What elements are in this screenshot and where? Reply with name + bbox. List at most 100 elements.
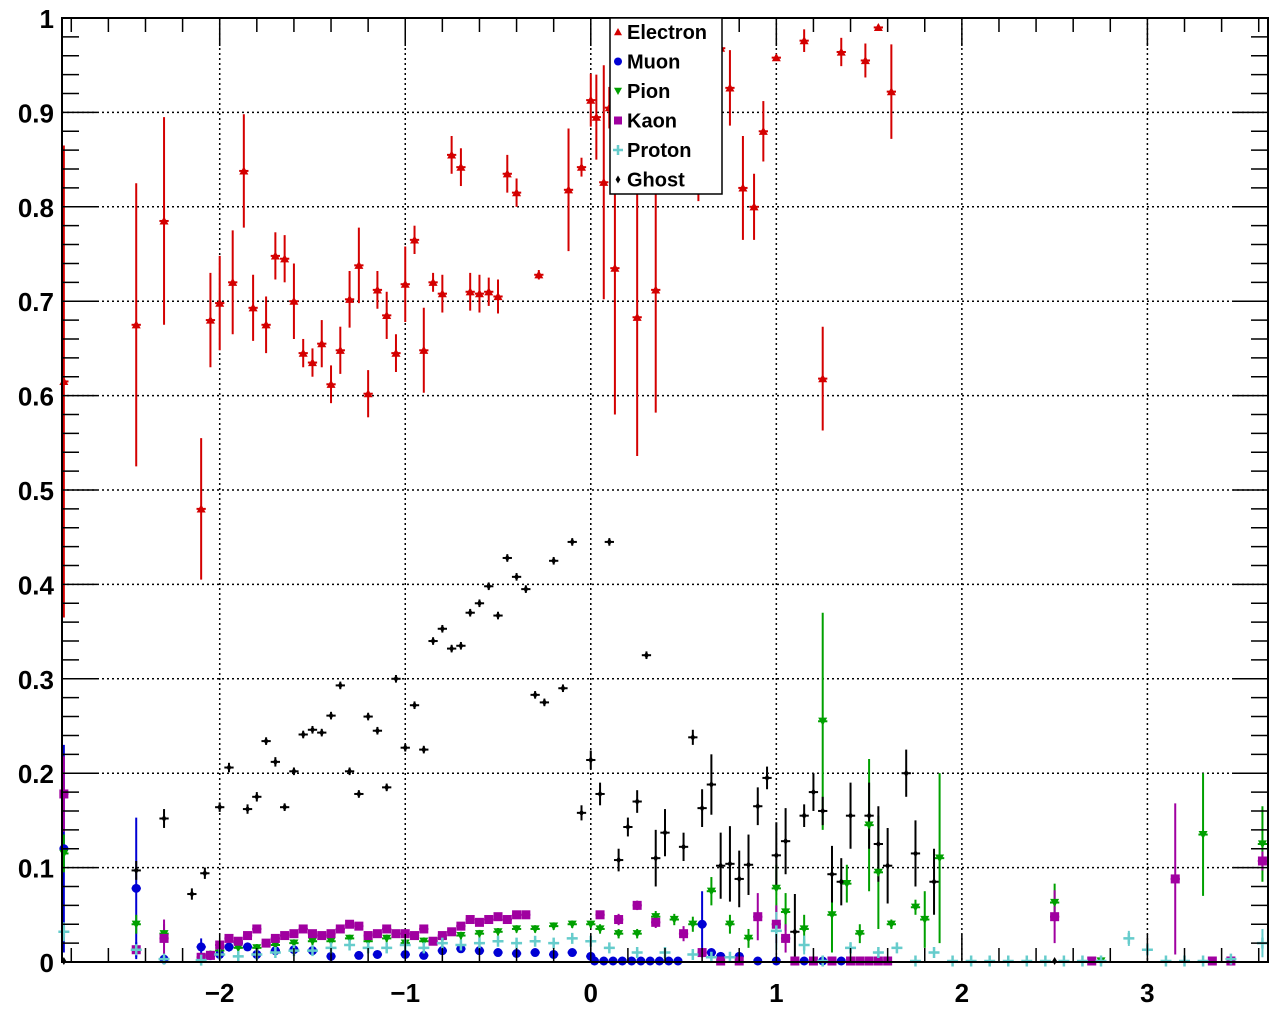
ghost-point [272,757,278,766]
ghost-point [402,743,408,752]
electron-point [437,289,447,298]
y-tick-label: 0.9 [18,98,54,128]
electron-point [326,379,336,388]
ghost-point [792,927,798,936]
electron-point [289,296,299,305]
x-tick-label: 0 [584,978,598,1008]
pion-point [725,920,735,929]
ghost-point [579,808,584,817]
pion-point [827,911,837,920]
kaon-point [456,921,466,931]
proton-point [724,951,736,963]
kaon-point [252,924,262,934]
ghost-point [848,811,853,820]
ghost-point [542,698,547,707]
pion-point [131,920,141,929]
electron-point [307,358,317,367]
electron-point [456,162,466,171]
ghost-point [727,859,733,868]
pion-point [920,915,930,925]
x-tick-label: 1 [769,978,783,1008]
pion-point [595,925,605,934]
legend-label-kaon: Kaon [627,111,677,133]
kaon-point [753,912,763,922]
electron-point [512,188,522,197]
electron-point [591,112,601,121]
electron-point [632,312,642,321]
proton-point [529,935,541,947]
proton-point [603,942,615,954]
muon-point [354,950,364,960]
ghost-point [699,804,705,813]
muon-point [567,948,577,958]
pion-point [935,854,945,863]
electron-point [465,287,475,296]
ghost-point [560,684,566,693]
axis-ticks [62,17,1268,963]
x-tick-label: 2 [955,978,969,1008]
ghost-point [347,767,352,776]
electron-point [771,53,781,62]
ghost-point [829,870,835,879]
y-tick-label: 0.2 [18,759,54,789]
kaon-point [233,936,243,946]
legend-marker-proton [613,145,623,155]
proton-point [269,947,281,959]
ghost-point [903,769,909,778]
legend-label-muon: Muon [627,52,680,74]
ghost-point [708,780,714,789]
kaon-point [382,924,392,934]
pion-point [1257,840,1267,849]
electron-point [818,374,828,383]
kaon-point [1050,912,1060,922]
proton-point [232,950,244,962]
pion-point [743,934,753,943]
electron-point [382,310,392,319]
electron-point [215,298,225,307]
kaon-point [447,927,457,937]
electron-point [484,287,494,296]
proton-point [928,947,940,959]
legend-label-pion: Pion [627,81,670,103]
electron-point [298,348,308,357]
kaon-point [1170,874,1180,884]
kaon-point [307,929,317,939]
ghost-point [783,837,788,846]
ghost-point [597,789,603,798]
electron-point [248,303,258,312]
electron-point [372,285,382,294]
pion-point [512,925,522,934]
electron-point [419,345,429,354]
pion-point [842,880,852,889]
electron-point [758,126,768,135]
pion-point [307,937,317,946]
pion-point [289,939,299,948]
kaon-point [317,931,327,941]
pion-point [781,908,791,917]
ghost-point [337,681,343,690]
electron-point [205,315,215,324]
ghost-point [458,641,464,650]
muon-point [131,883,141,893]
kaon-point [326,929,336,939]
ghost-point [477,599,482,608]
ghost-point [866,811,872,820]
pion-point [688,920,698,929]
pion-point [855,930,865,939]
legend-marker-pion [614,87,622,95]
ghost-point [569,537,575,546]
pion-point [382,934,392,943]
ghost-point [495,611,501,620]
pion-point [706,887,716,896]
ghost-point [189,890,195,899]
ghost-point [681,842,686,851]
electron-point [886,87,896,96]
ghost-point [625,823,631,832]
muon-point [697,919,707,929]
muon-point [419,950,429,960]
legend-label-electron: Electron [627,22,707,44]
kaon-point [428,936,438,946]
pion-point [886,920,896,929]
kaon-point [372,929,382,939]
